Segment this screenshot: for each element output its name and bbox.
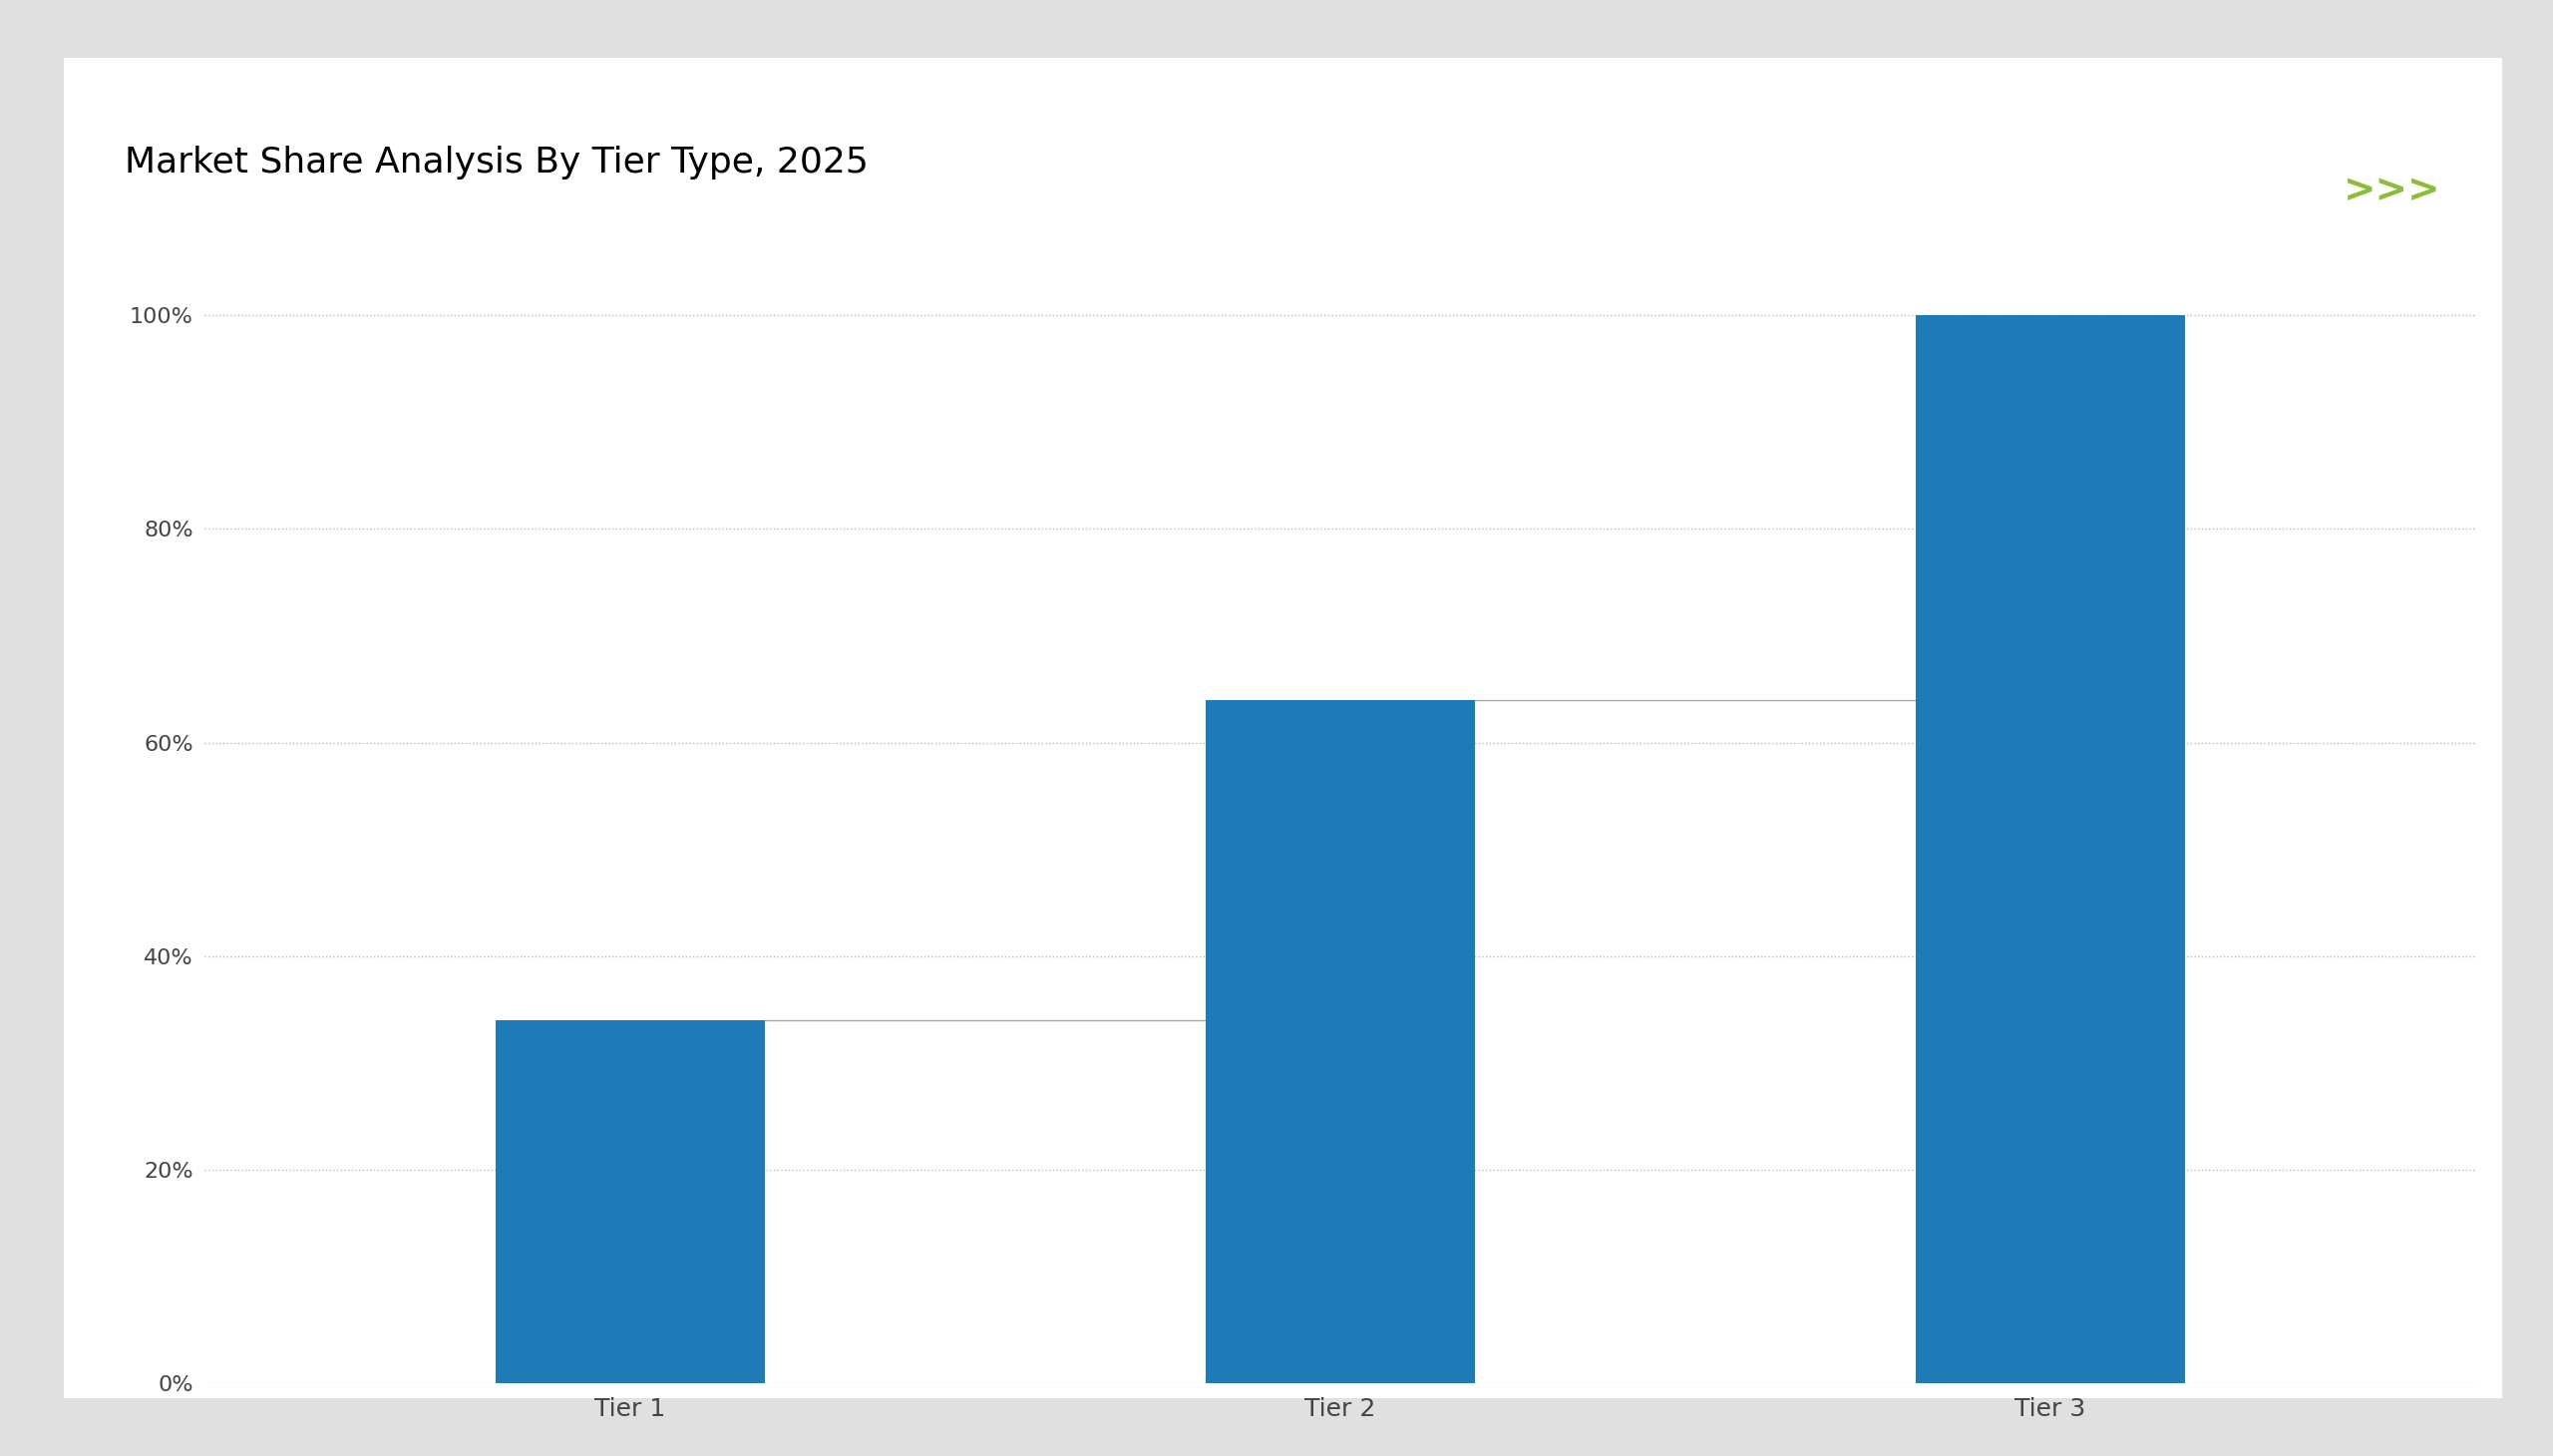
Bar: [1915, 316, 2185, 1383]
Text: Market Share Analysis By Tier Type, 2025: Market Share Analysis By Tier Type, 2025: [125, 146, 868, 179]
Bar: [495, 1021, 766, 1383]
Text: >>>: >>>: [2344, 172, 2441, 210]
Bar: [1205, 700, 1476, 1383]
